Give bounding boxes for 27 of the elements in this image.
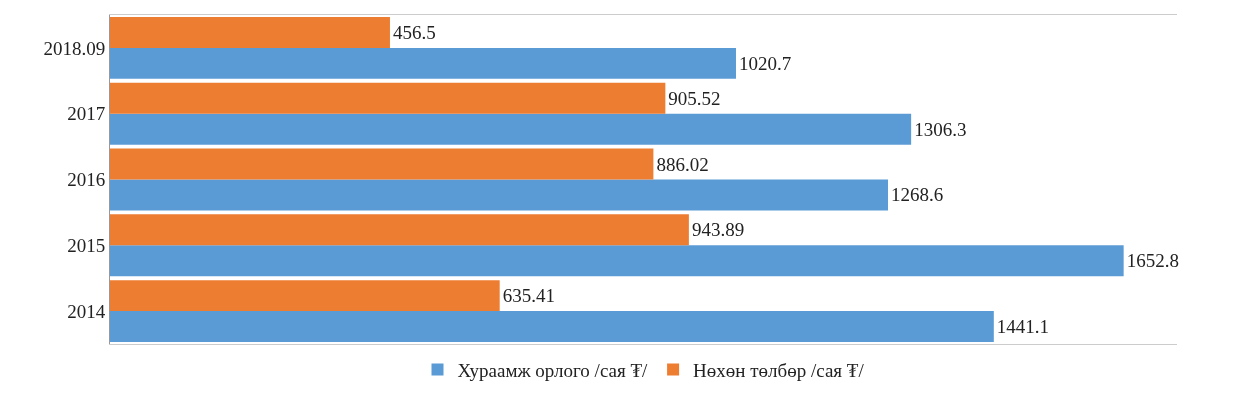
data-label: 886.02 — [656, 153, 709, 175]
data-label: 943.89 — [691, 219, 745, 241]
legend-label: Хураамж орлого /сая ₮/ — [457, 359, 649, 381]
data-label: 1441.1 — [996, 316, 1050, 338]
bar — [110, 280, 500, 312]
y-tick-label: 2014 — [67, 300, 106, 322]
bar — [110, 82, 666, 114]
bar — [110, 16, 390, 48]
bar — [110, 179, 889, 211]
y-tick-label: 2017 — [67, 103, 106, 125]
data-label: 1306.3 — [914, 118, 967, 140]
bar — [110, 311, 994, 343]
data-label: 1652.8 — [1126, 250, 1179, 272]
legend-label: Нөхөн төлбөр /сая ₮/ — [693, 359, 865, 381]
bar — [110, 245, 1124, 277]
data-label: 1268.6 — [891, 184, 944, 206]
bar — [110, 214, 689, 246]
y-tick-label: 2016 — [67, 169, 106, 191]
y-tick-label: 2015 — [67, 234, 106, 256]
data-label: 456.5 — [392, 21, 436, 43]
bar — [110, 113, 912, 145]
data-label: 1020.7 — [738, 52, 792, 74]
data-label: 635.41 — [502, 285, 555, 307]
y-tick-label: 2018.09 — [43, 37, 106, 59]
bar — [110, 47, 736, 79]
bar — [110, 148, 654, 180]
data-label: 905.52 — [668, 87, 721, 109]
